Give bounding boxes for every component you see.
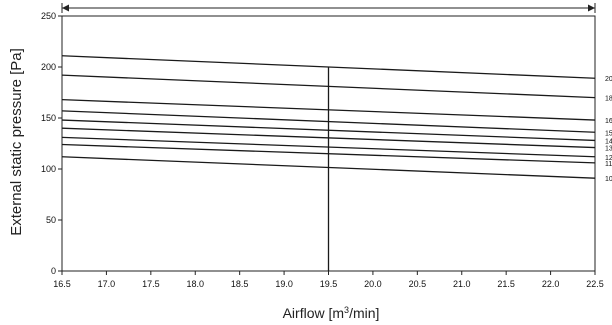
x-tick-label: 21.5 [497, 279, 515, 289]
series-label-12: 12 [605, 155, 612, 162]
series-label-16: 16 [605, 118, 612, 125]
x-tick-label: 17.5 [142, 279, 160, 289]
series-line-14 [61, 119, 596, 142]
series-line-20 [61, 55, 596, 79]
range-arrow-head-left [62, 4, 69, 12]
range-arrow [61, 3, 596, 13]
series-label-15: 15 [605, 130, 612, 137]
x-tick-label: 22.0 [542, 279, 560, 289]
series-line-16 [61, 98, 596, 121]
series-line-18 [61, 74, 596, 99]
y-tick-label: 100 [41, 164, 56, 174]
series-line-11 [61, 143, 596, 164]
x-tick-label: 19.5 [320, 279, 338, 289]
series-lines [61, 55, 596, 179]
series-label-18: 18 [605, 96, 612, 103]
x-axis-ticks: 16.5 17.0 17.5 18.0 18.5 19.0 19.5 20.0 20.5 21.0… [53, 271, 604, 289]
x-tick-label: 18.0 [186, 279, 204, 289]
x-tick-label: 16.5 [53, 279, 71, 289]
y-axis-label: External static pressure [Pa] [8, 48, 25, 236]
series-label-11: 11 [605, 161, 612, 168]
y-tick-label: 200 [41, 62, 56, 72]
y-tick-label: 0 [51, 266, 56, 276]
series-label-20: 20 [605, 76, 612, 83]
x-tick-label: 19.0 [275, 279, 293, 289]
series-line-12 [61, 136, 596, 158]
range-arrow-head-right [588, 4, 595, 12]
y-axis-ticks: 0 50 100 150 200 250 [41, 11, 62, 276]
series-label-13: 13 [605, 146, 612, 153]
x-tick-label: 18.5 [231, 279, 249, 289]
series-label-10: 10 [605, 176, 612, 183]
series-label-14: 14 [605, 138, 612, 145]
series-line-10 [61, 156, 596, 179]
x-tick-label: 20.5 [409, 279, 427, 289]
y-tick-label: 150 [41, 113, 56, 123]
x-tick-label: 17.0 [98, 279, 116, 289]
x-tick-label: 21.0 [453, 279, 471, 289]
x-axis-label: Airflow [m3/min] [283, 305, 380, 321]
series-line-13 [61, 127, 596, 149]
series-line-15 [61, 110, 596, 133]
x-tick-label: 20.0 [364, 279, 382, 289]
y-tick-label: 250 [41, 11, 56, 21]
x-tick-label: 22.5 [586, 279, 604, 289]
y-tick-label: 50 [46, 215, 56, 225]
